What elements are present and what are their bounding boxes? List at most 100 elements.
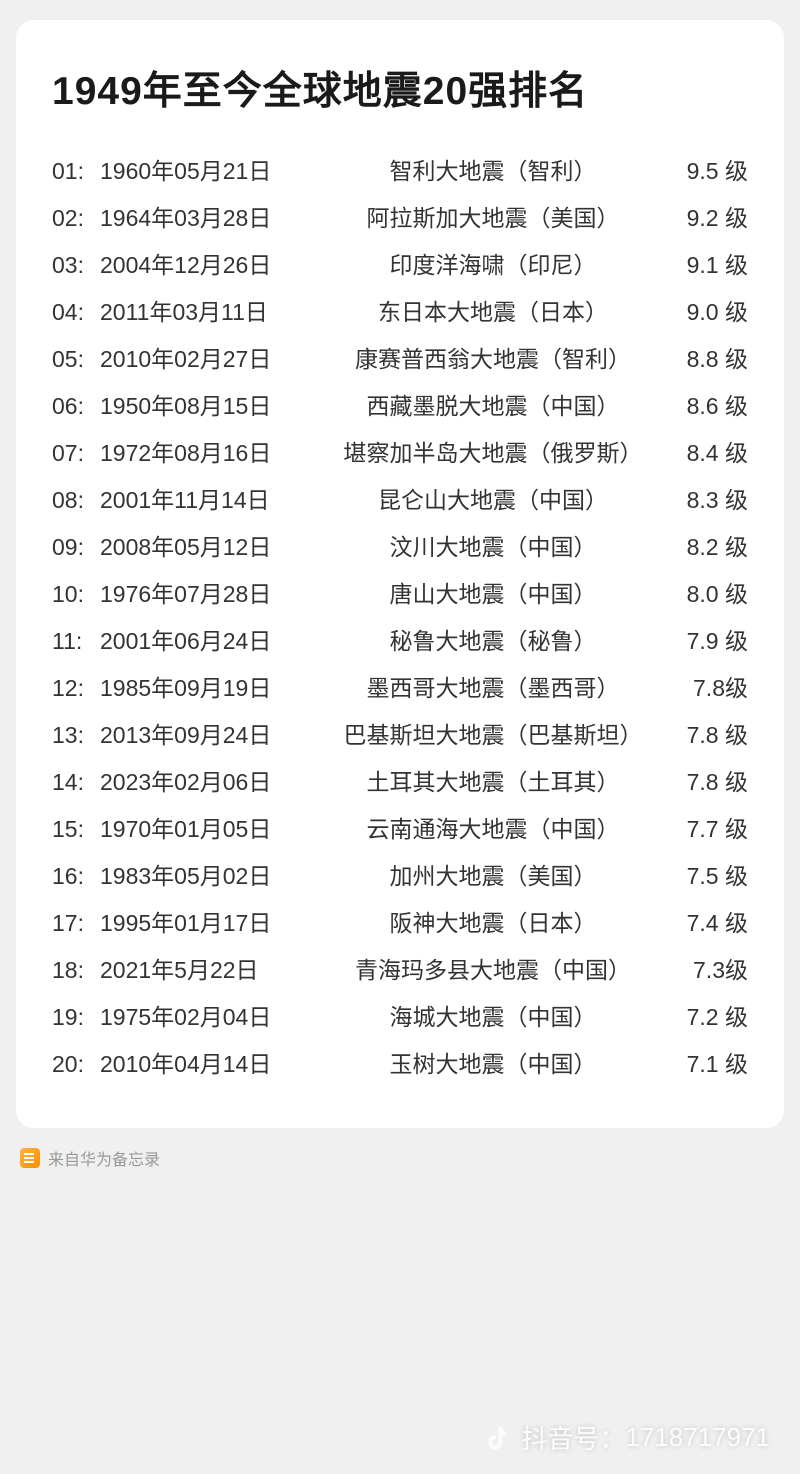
watermark-id: 1718717971 bbox=[625, 1422, 770, 1453]
rank-cell: 20: bbox=[52, 1041, 100, 1088]
table-row: 08:2001年11月14日昆仑山大地震（中国）8.3 级 bbox=[52, 477, 748, 524]
name-cell: 秘鲁大地震（秘鲁） bbox=[320, 618, 666, 665]
date-cell: 2013年09月24日 bbox=[100, 712, 320, 759]
rank-cell: 06: bbox=[52, 383, 100, 430]
note-card: 1949年至今全球地震20强排名 01:1960年05月21日智利大地震（智利）… bbox=[16, 20, 784, 1128]
rank-cell: 02: bbox=[52, 195, 100, 242]
magnitude-cell: 8.8 级 bbox=[666, 336, 748, 383]
table-row: 09:2008年05月12日汶川大地震（中国）8.2 级 bbox=[52, 524, 748, 571]
rank-cell: 19: bbox=[52, 994, 100, 1041]
table-row: 06:1950年08月15日西藏墨脱大地震（中国）8.6 级 bbox=[52, 383, 748, 430]
magnitude-cell: 7.8 级 bbox=[666, 759, 748, 806]
table-row: 16:1983年05月02日加州大地震（美国）7.5 级 bbox=[52, 853, 748, 900]
date-cell: 1976年07月28日 bbox=[100, 571, 320, 618]
magnitude-cell: 7.8级 bbox=[666, 665, 748, 712]
name-cell: 阪神大地震（日本） bbox=[320, 900, 666, 947]
magnitude-cell: 8.0 级 bbox=[666, 571, 748, 618]
date-cell: 2023年02月06日 bbox=[100, 759, 320, 806]
table-row: 07:1972年08月16日堪察加半岛大地震（俄罗斯）8.4 级 bbox=[52, 430, 748, 477]
table-row: 12:1985年09月19日墨西哥大地震（墨西哥）7.8级 bbox=[52, 665, 748, 712]
table-row: 20:2010年04月14日玉树大地震（中国）7.1 级 bbox=[52, 1041, 748, 1088]
date-cell: 2008年05月12日 bbox=[100, 524, 320, 571]
magnitude-cell: 8.3 级 bbox=[666, 477, 748, 524]
name-cell: 堪察加半岛大地震（俄罗斯） bbox=[320, 430, 666, 477]
magnitude-cell: 9.2 级 bbox=[666, 195, 748, 242]
table-row: 13:2013年09月24日巴基斯坦大地震（巴基斯坦）7.8 级 bbox=[52, 712, 748, 759]
date-cell: 1970年01月05日 bbox=[100, 806, 320, 853]
table-row: 15:1970年01月05日云南通海大地震（中国）7.7 级 bbox=[52, 806, 748, 853]
rank-cell: 04: bbox=[52, 289, 100, 336]
rank-cell: 14: bbox=[52, 759, 100, 806]
name-cell: 青海玛多县大地震（中国） bbox=[320, 947, 666, 994]
name-cell: 东日本大地震（日本） bbox=[320, 289, 666, 336]
name-cell: 云南通海大地震（中国） bbox=[320, 806, 666, 853]
rank-cell: 03: bbox=[52, 242, 100, 289]
name-cell: 加州大地震（美国） bbox=[320, 853, 666, 900]
date-cell: 2010年02月27日 bbox=[100, 336, 320, 383]
date-cell: 2001年06月24日 bbox=[100, 618, 320, 665]
rank-cell: 16: bbox=[52, 853, 100, 900]
date-cell: 1972年08月16日 bbox=[100, 430, 320, 477]
date-cell: 1995年01月17日 bbox=[100, 900, 320, 947]
name-cell: 智利大地震（智利） bbox=[320, 148, 666, 195]
table-row: 02:1964年03月28日阿拉斯加大地震（美国）9.2 级 bbox=[52, 195, 748, 242]
rank-cell: 01: bbox=[52, 148, 100, 195]
rank-cell: 11: bbox=[52, 618, 100, 665]
rank-cell: 12: bbox=[52, 665, 100, 712]
table-row: 11:2001年06月24日秘鲁大地震（秘鲁）7.9 级 bbox=[52, 618, 748, 665]
name-cell: 阿拉斯加大地震（美国） bbox=[320, 195, 666, 242]
magnitude-cell: 7.5 级 bbox=[666, 853, 748, 900]
table-row: 04:2011年03月11日东日本大地震（日本）9.0 级 bbox=[52, 289, 748, 336]
magnitude-cell: 8.6 级 bbox=[666, 383, 748, 430]
name-cell: 土耳其大地震（土耳其） bbox=[320, 759, 666, 806]
date-cell: 1985年09月19日 bbox=[100, 665, 320, 712]
magnitude-cell: 7.3级 bbox=[666, 947, 748, 994]
date-cell: 2011年03月11日 bbox=[100, 289, 320, 336]
rank-cell: 05: bbox=[52, 336, 100, 383]
douyin-watermark: 抖音号： 1718717971 bbox=[487, 1419, 770, 1456]
magnitude-cell: 7.1 级 bbox=[666, 1041, 748, 1088]
douyin-icon bbox=[487, 1424, 511, 1452]
magnitude-cell: 8.4 级 bbox=[666, 430, 748, 477]
memo-icon bbox=[20, 1148, 40, 1168]
footer-text: 来自华为备忘录 bbox=[48, 1146, 160, 1170]
date-cell: 2004年12月26日 bbox=[100, 242, 320, 289]
table-row: 05:2010年02月27日康赛普西翁大地震（智利）8.8 级 bbox=[52, 336, 748, 383]
magnitude-cell: 9.5 级 bbox=[666, 148, 748, 195]
rank-cell: 13: bbox=[52, 712, 100, 759]
watermark-label: 抖音号： bbox=[521, 1419, 625, 1456]
rank-cell: 09: bbox=[52, 524, 100, 571]
table-row: 03:2004年12月26日印度洋海啸（印尼）9.1 级 bbox=[52, 242, 748, 289]
name-cell: 汶川大地震（中国） bbox=[320, 524, 666, 571]
rank-cell: 15: bbox=[52, 806, 100, 853]
rank-cell: 07: bbox=[52, 430, 100, 477]
magnitude-cell: 9.1 级 bbox=[666, 242, 748, 289]
magnitude-cell: 7.2 级 bbox=[666, 994, 748, 1041]
date-cell: 2001年11月14日 bbox=[100, 477, 320, 524]
magnitude-cell: 7.8 级 bbox=[666, 712, 748, 759]
name-cell: 巴基斯坦大地震（巴基斯坦） bbox=[320, 712, 666, 759]
date-cell: 2010年04月14日 bbox=[100, 1041, 320, 1088]
table-row: 10:1976年07月28日唐山大地震（中国）8.0 级 bbox=[52, 571, 748, 618]
rank-cell: 08: bbox=[52, 477, 100, 524]
name-cell: 昆仑山大地震（中国） bbox=[320, 477, 666, 524]
earthquake-table: 01:1960年05月21日智利大地震（智利）9.5 级02:1964年03月2… bbox=[52, 148, 748, 1088]
name-cell: 西藏墨脱大地震（中国） bbox=[320, 383, 666, 430]
name-cell: 海城大地震（中国） bbox=[320, 994, 666, 1041]
date-cell: 1975年02月04日 bbox=[100, 994, 320, 1041]
page-title: 1949年至今全球地震20强排名 bbox=[52, 60, 748, 116]
table-row: 17:1995年01月17日阪神大地震（日本）7.4 级 bbox=[52, 900, 748, 947]
table-row: 14: 2023年02月06日土耳其大地震（土耳其）7.8 级 bbox=[52, 759, 748, 806]
footer: 来自华为备忘录 bbox=[0, 1138, 800, 1186]
magnitude-cell: 9.0 级 bbox=[666, 289, 748, 336]
magnitude-cell: 7.4 级 bbox=[666, 900, 748, 947]
name-cell: 唐山大地震（中国） bbox=[320, 571, 666, 618]
date-cell: 2021年5月22日 bbox=[100, 947, 320, 994]
date-cell: 1960年05月21日 bbox=[100, 148, 320, 195]
table-row: 18:2021年5月22日青海玛多县大地震（中国）7.3级 bbox=[52, 947, 748, 994]
rank-cell: 18: bbox=[52, 947, 100, 994]
magnitude-cell: 7.7 级 bbox=[666, 806, 748, 853]
date-cell: 1983年05月02日 bbox=[100, 853, 320, 900]
name-cell: 墨西哥大地震（墨西哥） bbox=[320, 665, 666, 712]
date-cell: 1964年03月28日 bbox=[100, 195, 320, 242]
